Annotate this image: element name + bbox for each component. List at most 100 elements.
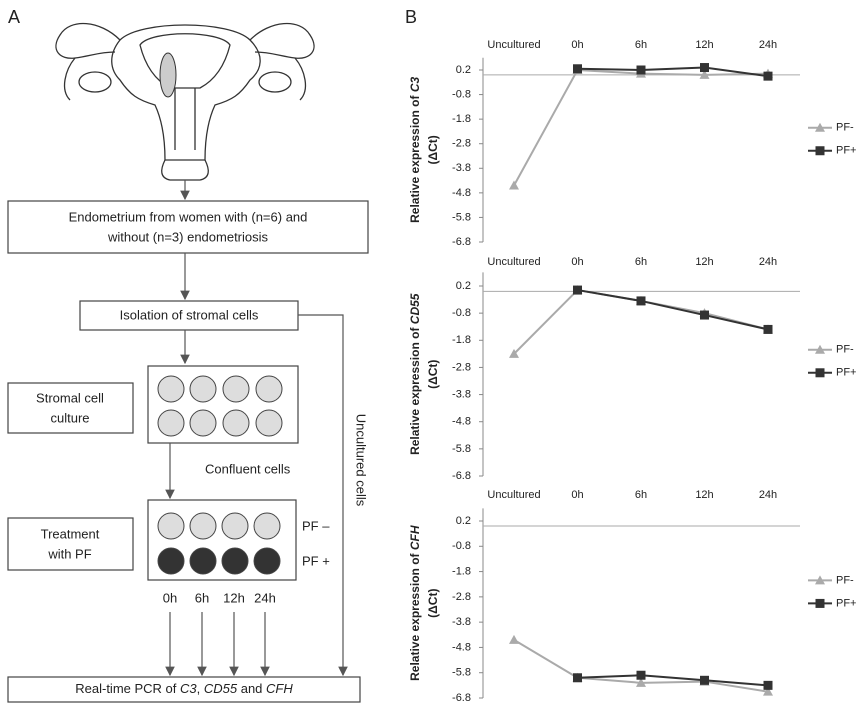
step-text: with PF — [47, 546, 91, 561]
step-box — [7, 517, 134, 571]
x-tick-label: 6h — [635, 39, 647, 51]
y-tick-label: -4.8 — [452, 416, 471, 428]
line — [577, 66, 769, 78]
y-tick-label: -5.8 — [452, 211, 471, 223]
legend-marker — [815, 344, 825, 354]
wells — [157, 512, 281, 575]
marker — [509, 634, 519, 644]
time-label: 12h — [223, 590, 245, 605]
text-part: Relative expression of — [408, 324, 422, 455]
marker — [700, 310, 709, 320]
marker — [509, 180, 519, 190]
step-text: without (n=3) endometriosis — [107, 229, 269, 244]
time-label: 6h — [195, 590, 209, 605]
line — [513, 68, 769, 186]
line — [577, 674, 769, 687]
marker — [763, 71, 773, 81]
arrow — [298, 314, 348, 677]
y-tick-label: -5.8 — [452, 443, 471, 455]
line — [577, 289, 769, 331]
marker — [763, 680, 773, 690]
y-axis-label: (ΔCt) — [426, 360, 440, 389]
wells — [157, 375, 283, 437]
y-tick-label: -3.8 — [452, 616, 471, 628]
text-part: CD55 — [408, 293, 422, 324]
legend-label: PF- — [836, 344, 854, 356]
x-tick-label: 0h — [571, 489, 583, 501]
legend-marker — [815, 122, 825, 132]
marker — [573, 673, 582, 683]
step-text: PF + — [302, 553, 330, 568]
y-tick-label: 0.2 — [456, 280, 471, 292]
text-part: and — [237, 681, 266, 696]
legend-marker — [815, 575, 825, 585]
step-box — [79, 300, 299, 331]
marker — [509, 348, 519, 358]
y-tick-label: -4.8 — [452, 641, 471, 653]
y-tick-label: 0.2 — [456, 515, 471, 527]
step-box — [7, 676, 361, 703]
text-part: C3 — [408, 77, 422, 93]
time-label: 0h — [163, 590, 177, 605]
x-tick-label: 12h — [695, 39, 713, 51]
y-tick-label: -6.8 — [452, 470, 471, 482]
x-tick-label: 6h — [635, 256, 647, 268]
y-axis-label: (ΔCt) — [426, 589, 440, 618]
y-tick-label: -4.8 — [452, 187, 471, 199]
panel-label: B — [405, 7, 417, 27]
x-tick-label: 24h — [759, 39, 777, 51]
legend-label: PF+ — [836, 145, 856, 157]
y-tick-label: 0.2 — [456, 64, 471, 76]
text-part: , — [197, 681, 204, 696]
x-tick-label: 24h — [759, 256, 777, 268]
step-box — [7, 382, 134, 434]
y-tick-label: -2.8 — [452, 361, 471, 373]
x-tick-label: 6h — [635, 489, 647, 501]
step-text: Uncultured cells — [354, 414, 369, 507]
y-tick-label: -1.8 — [452, 113, 471, 125]
y-tick-label: -3.8 — [452, 162, 471, 174]
y-tick-label: -0.8 — [452, 88, 471, 100]
step-box — [7, 200, 369, 254]
marker — [636, 65, 646, 75]
legend-label: PF- — [836, 574, 854, 586]
y-axis-label: (ΔCt) — [426, 135, 440, 164]
text-part: Relative expression of — [408, 550, 422, 681]
marker — [636, 670, 646, 680]
x-tick-label: 0h — [571, 39, 583, 51]
step-text: Real-time PCR of C3, CD55 and CFH — [75, 681, 293, 696]
y-axis-label: Relative expression of CFH — [408, 525, 422, 681]
y-tick-label: -3.8 — [452, 388, 471, 400]
y-tick-label: -1.8 — [452, 565, 471, 577]
marker — [700, 63, 709, 73]
legend-label: PF+ — [836, 597, 856, 609]
step-text: PF – — [302, 518, 330, 533]
y-tick-label: -6.8 — [452, 236, 471, 248]
step-text: Endometrium from women with (n=6) and — [69, 209, 308, 224]
text-part: CFH — [408, 525, 422, 550]
x-tick-label: 12h — [695, 256, 713, 268]
step-text: Stromal cell — [36, 390, 104, 405]
x-tick-label: Uncultured — [487, 39, 540, 51]
text-part: CD55 — [204, 681, 238, 696]
marker — [700, 675, 709, 685]
marker — [763, 324, 773, 334]
step-text: Treatment — [41, 526, 100, 541]
time-label: 24h — [254, 590, 276, 605]
text-part: Relative expression of — [408, 92, 422, 223]
y-tick-label: -2.8 — [452, 591, 471, 603]
x-tick-label: 12h — [695, 489, 713, 501]
legend-marker — [815, 146, 825, 156]
x-tick-label: 0h — [571, 256, 583, 268]
marker — [763, 686, 773, 696]
y-axis-label: Relative expression of C3 — [408, 77, 422, 223]
y-tick-label: -0.8 — [452, 540, 471, 552]
uterus-drawing — [55, 22, 315, 181]
marker — [636, 296, 646, 306]
text-part: Real-time PCR of — [75, 681, 180, 696]
marker — [699, 69, 710, 79]
step-text: Isolation of stromal cells — [120, 307, 259, 322]
x-tick-label: Uncultured — [487, 256, 540, 268]
x-tick-label: 24h — [759, 489, 777, 501]
step-text: Confluent cells — [205, 461, 291, 476]
